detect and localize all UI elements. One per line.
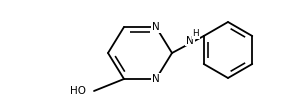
Text: H: H — [193, 29, 199, 38]
Text: N: N — [186, 35, 194, 46]
Text: HO: HO — [70, 86, 86, 96]
Text: N: N — [152, 74, 160, 84]
Text: N: N — [152, 22, 160, 32]
